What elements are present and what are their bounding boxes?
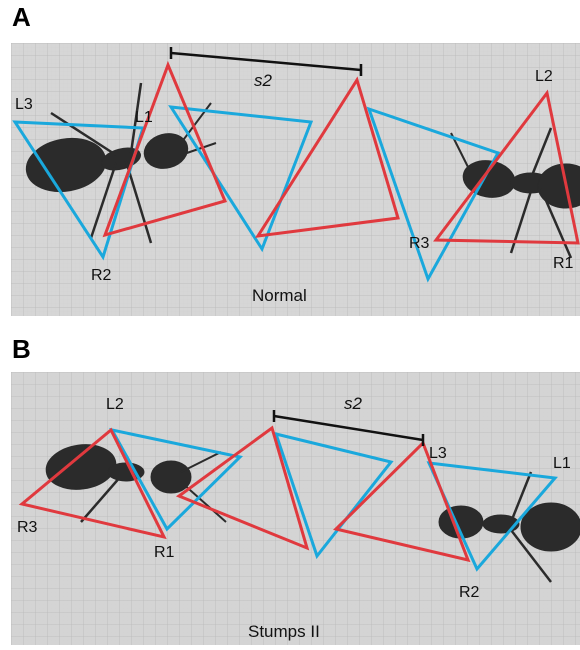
leg-label-l1-a: L1	[135, 109, 153, 126]
condition-caption-a: Normal	[252, 286, 307, 305]
blue-triangle-a-1	[12, 120, 146, 261]
stride-label-b: s2	[344, 394, 363, 413]
leg-label-l1-b: L1	[553, 455, 571, 472]
panel-label-b: B	[12, 334, 31, 364]
blue-tripods-b	[109, 427, 558, 572]
leg-label-r1-b: R1	[154, 544, 175, 561]
red-triangle-a-1	[102, 60, 228, 238]
blue-triangle-a-3	[366, 106, 501, 283]
photo-panel-a: s2 L3 L1 R2 L2 R3 R1 Normal	[11, 43, 580, 316]
leg-label-r3-b: R3	[17, 519, 38, 536]
leg-label-l3-b: L3	[429, 445, 447, 462]
red-tripods-b	[18, 425, 471, 563]
leg-label-l2-a: L2	[535, 68, 553, 85]
red-triangle-a-3	[433, 89, 580, 245]
red-triangle-a-2	[255, 76, 400, 238]
red-triangle-b-2	[175, 425, 310, 551]
leg-label-r2-b: R2	[459, 584, 480, 601]
stride-scale-bar-a	[169, 47, 363, 76]
tracks-image-a: s2 L3 L1 R2 L2 R3 R1 Normal	[11, 43, 580, 316]
tracks-image-b: s2 L2 R3 R1 L3 L1 R2 Stumps II	[11, 372, 580, 645]
red-triangle-b-1	[18, 427, 167, 540]
stride-scale-bar-b	[272, 410, 425, 446]
leg-label-l2-b: L2	[106, 396, 124, 413]
red-tripods-a	[102, 60, 580, 245]
stride-label-a: s2	[254, 71, 273, 90]
photo-panel-b: s2 L2 R3 R1 L3 L1 R2 Stumps II	[11, 372, 580, 645]
leg-label-l3-a: L3	[15, 96, 33, 113]
blue-triangle-b-2	[273, 431, 394, 560]
leg-label-r2-a: R2	[91, 267, 112, 284]
blue-triangle-b-3	[426, 461, 558, 572]
panel-label-a: A	[12, 2, 31, 32]
condition-caption-b: Stumps II	[248, 622, 320, 641]
leg-label-r1-a: R1	[553, 255, 574, 272]
red-triangle-b-3	[333, 440, 471, 563]
blue-triangle-b-1	[109, 427, 244, 532]
leg-label-r3-a: R3	[409, 235, 430, 252]
